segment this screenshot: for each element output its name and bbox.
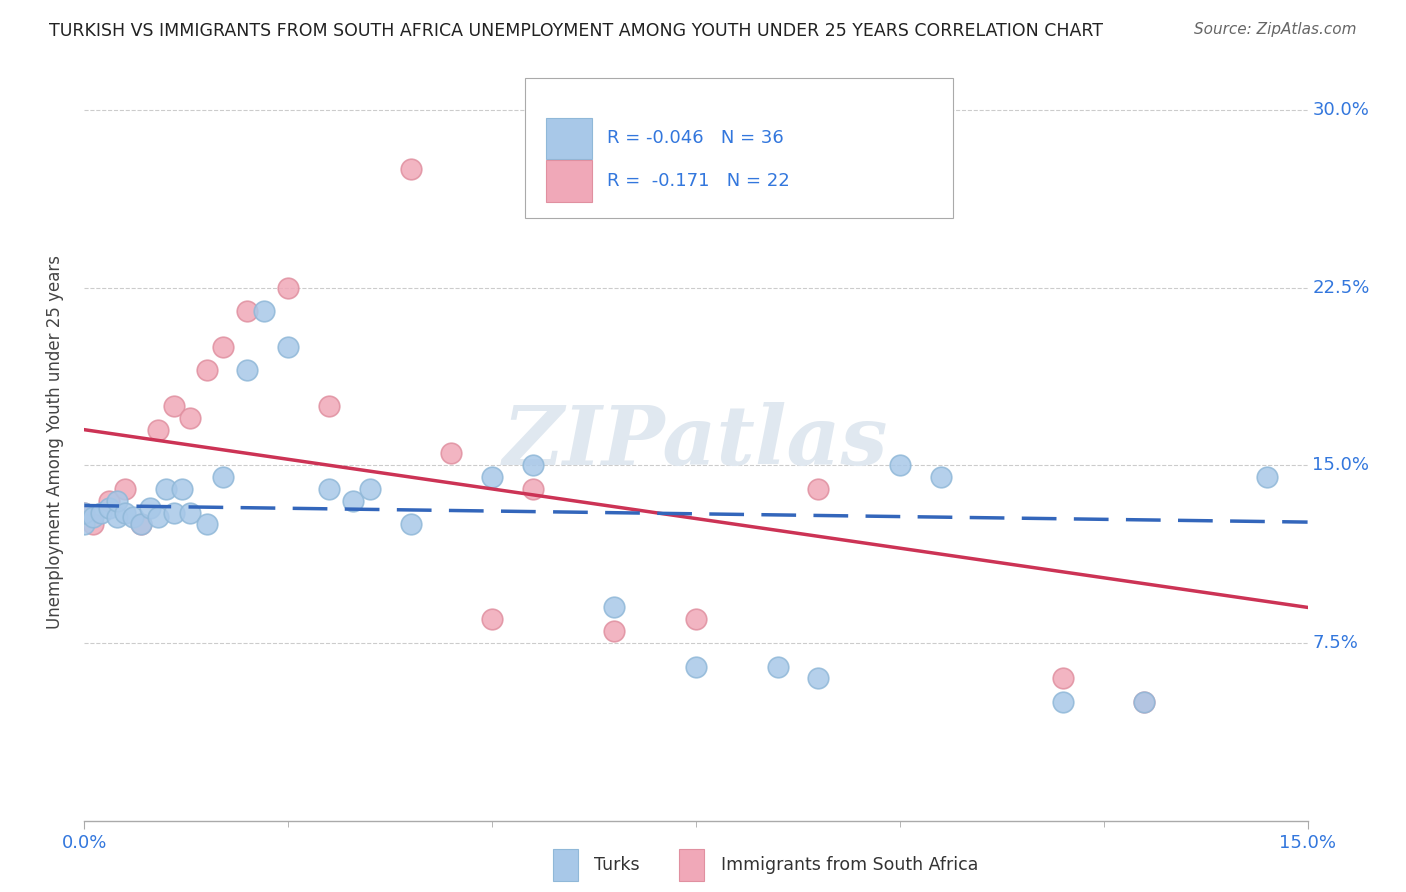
Point (318, 482, 340, 496)
Point (82, 517, 104, 532)
Text: Immigrants from South Africa: Immigrants from South Africa (710, 856, 979, 874)
Point (277, 280, 299, 294)
Point (236, 304, 259, 318)
Point (399, 517, 422, 532)
Point (766, 659, 789, 673)
Point (195, 363, 218, 377)
Y-axis label: Unemployment Among Youth under 25 years: Unemployment Among Youth under 25 years (45, 254, 63, 629)
Text: 15.0%: 15.0% (1312, 456, 1369, 475)
Point (440, 446, 463, 460)
Point (1133, 695, 1156, 709)
Point (73, 506, 96, 520)
Text: 22.5%: 22.5% (1312, 278, 1369, 296)
Point (342, 493, 364, 508)
Point (603, 624, 626, 639)
Point (807, 672, 830, 686)
Point (73, 506, 96, 520)
Point (131, 517, 153, 532)
Text: R = -0.046   N = 36: R = -0.046 N = 36 (606, 129, 783, 147)
FancyBboxPatch shape (546, 160, 592, 202)
Point (277, 340, 299, 354)
Point (114, 506, 136, 520)
Text: Turks: Turks (583, 856, 640, 874)
Point (131, 517, 153, 532)
Point (97, 493, 120, 508)
Point (359, 482, 381, 496)
Point (1133, 695, 1156, 709)
Text: TURKISH VS IMMIGRANTS FROM SOUTH AFRICA UNEMPLOYMENT AMONG YOUTH UNDER 25 YEARS : TURKISH VS IMMIGRANTS FROM SOUTH AFRICA … (49, 22, 1104, 40)
Point (163, 399, 186, 413)
Point (163, 506, 186, 520)
Point (146, 423, 169, 437)
FancyBboxPatch shape (546, 118, 592, 160)
Point (1256, 470, 1278, 484)
Point (172, 482, 194, 496)
Point (603, 600, 626, 615)
Point (1052, 695, 1074, 709)
Point (179, 410, 201, 425)
FancyBboxPatch shape (524, 78, 953, 218)
Text: 7.5%: 7.5% (1312, 634, 1358, 652)
Point (212, 470, 235, 484)
Point (179, 506, 201, 520)
Point (146, 510, 169, 524)
Point (685, 612, 707, 626)
Point (114, 482, 136, 496)
Point (522, 482, 544, 496)
Point (236, 363, 259, 377)
Point (97, 500, 120, 515)
Point (138, 500, 160, 515)
Text: R =  -0.171   N = 22: R = -0.171 N = 22 (606, 172, 789, 190)
Point (212, 340, 235, 354)
Text: Source: ZipAtlas.com: Source: ZipAtlas.com (1194, 22, 1357, 37)
Point (889, 458, 911, 473)
Text: ZIPatlas: ZIPatlas (503, 401, 889, 482)
Point (481, 612, 503, 626)
Point (685, 659, 707, 673)
Point (195, 517, 218, 532)
Point (253, 304, 276, 318)
Point (73, 517, 96, 532)
Point (105, 493, 128, 508)
Point (122, 510, 145, 524)
Point (522, 458, 544, 473)
Point (82, 510, 104, 524)
Point (105, 510, 128, 524)
Point (481, 470, 503, 484)
Point (90, 506, 112, 520)
Point (929, 470, 952, 484)
Point (1052, 672, 1074, 686)
Point (155, 482, 177, 496)
Point (318, 399, 340, 413)
Point (807, 482, 830, 496)
Point (399, 162, 422, 177)
Text: 30.0%: 30.0% (1312, 101, 1369, 119)
